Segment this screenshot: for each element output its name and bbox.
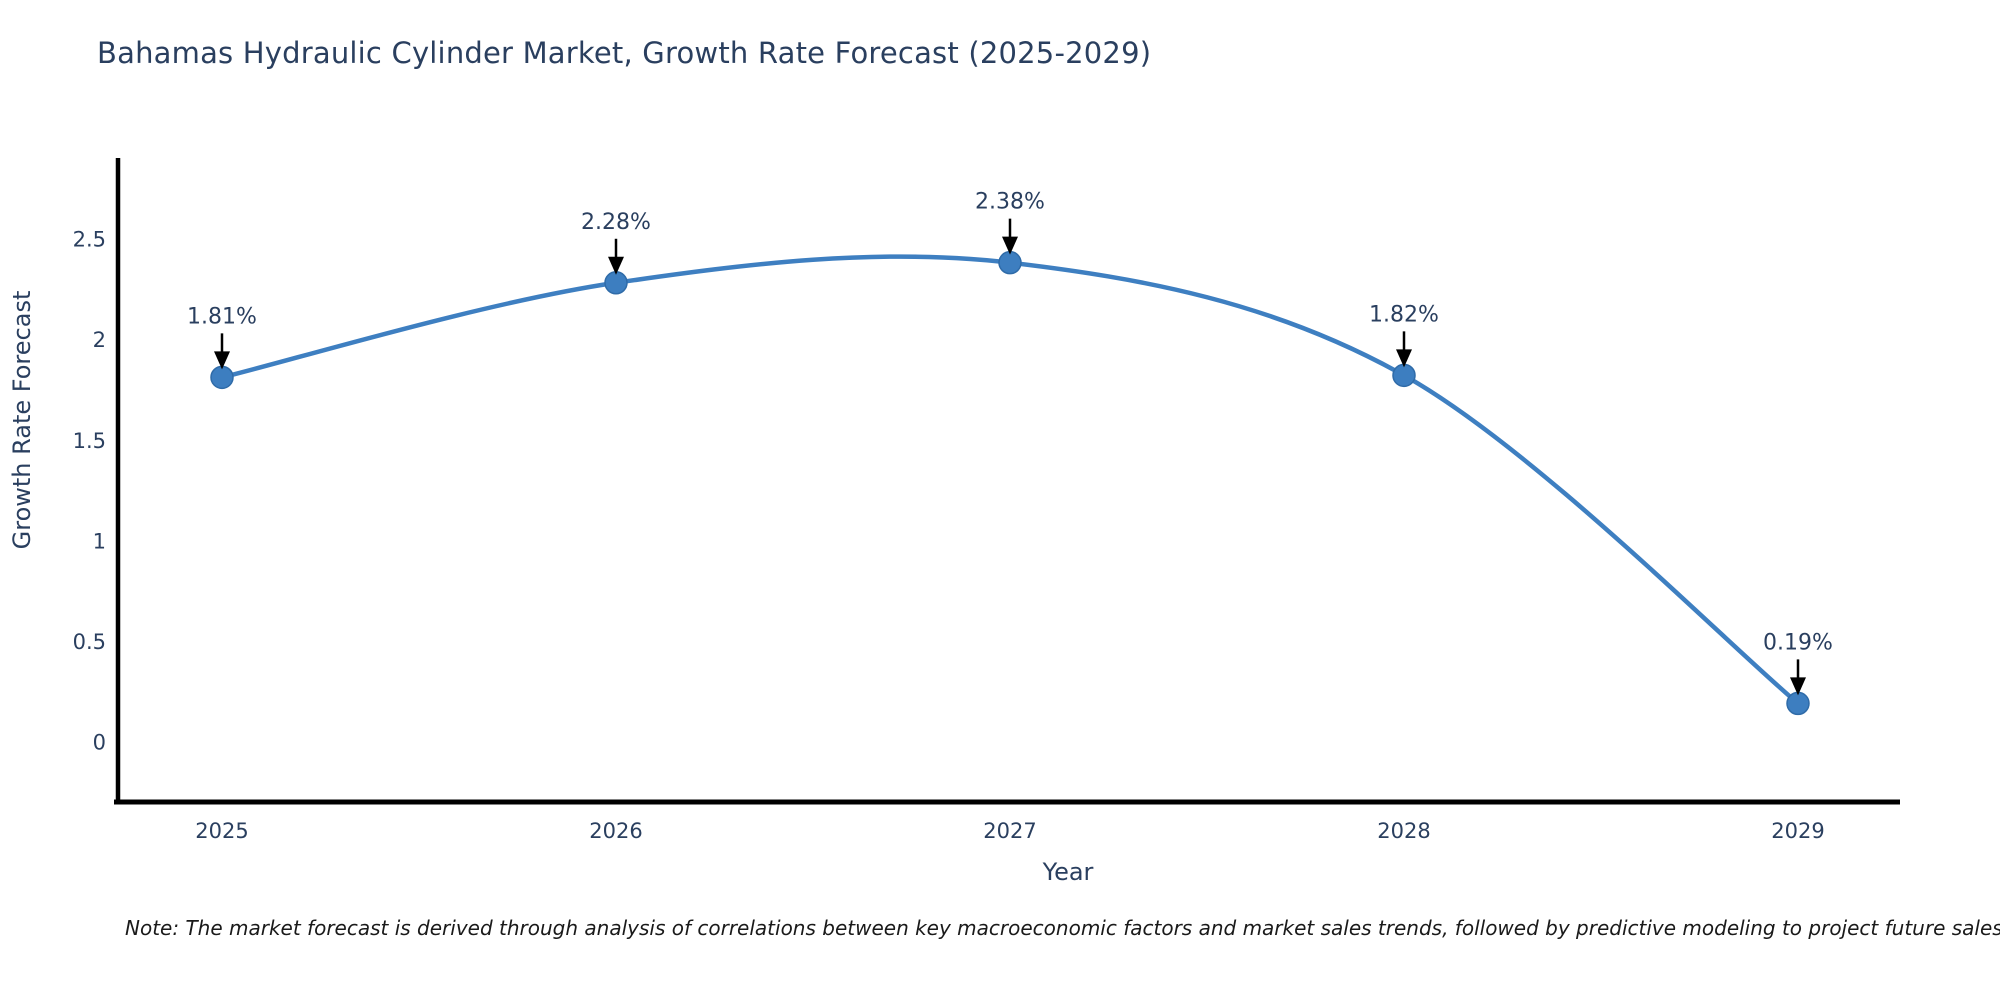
- x-axis-title: Year: [1042, 858, 1094, 886]
- y-tick-1.5: 1.5: [73, 429, 106, 453]
- y-tick-0.5: 0.5: [73, 630, 106, 654]
- point-label-2025: 1.81%: [187, 304, 257, 329]
- y-tick-1: 1: [93, 529, 106, 553]
- chart-title: Bahamas Hydraulic Cylinder Market, Growt…: [97, 36, 1152, 70]
- x-tick-2027: 2027: [983, 819, 1036, 843]
- forecast-line: [219, 254, 1801, 706]
- annotation-arrow-head: [1002, 236, 1018, 255]
- y-axis-title: Growth Rate Forecast: [8, 291, 36, 550]
- data-point-2027: [998, 250, 1022, 275]
- annotation-arrow-head: [214, 351, 230, 370]
- annotation-arrow-head: [1790, 677, 1806, 696]
- point-label-2026: 2.28%: [581, 210, 651, 235]
- point-label-2028: 1.82%: [1369, 302, 1439, 327]
- y-tick-2: 2: [93, 328, 106, 352]
- point-label-2029: 0.19%: [1763, 630, 1833, 655]
- footnote: Note: The market forecast is derived thr…: [125, 916, 2000, 940]
- x-tick-2029: 2029: [1771, 819, 1824, 843]
- y-tick-2.5: 2.5: [73, 228, 106, 252]
- x-tick-2028: 2028: [1377, 819, 1430, 843]
- data-point-2025: [210, 365, 234, 390]
- annotation-arrow-head: [1396, 349, 1412, 368]
- y-tick-0: 0: [93, 731, 106, 755]
- annotation-arrow-head: [608, 256, 624, 275]
- data-point-2026: [604, 271, 628, 295]
- data-point-2029: [1786, 691, 1810, 716]
- x-tick-2026: 2026: [589, 819, 642, 843]
- data-point-2028: [1392, 363, 1416, 388]
- x-tick-2025: 2025: [195, 819, 248, 843]
- point-label-2027: 2.38%: [975, 190, 1045, 215]
